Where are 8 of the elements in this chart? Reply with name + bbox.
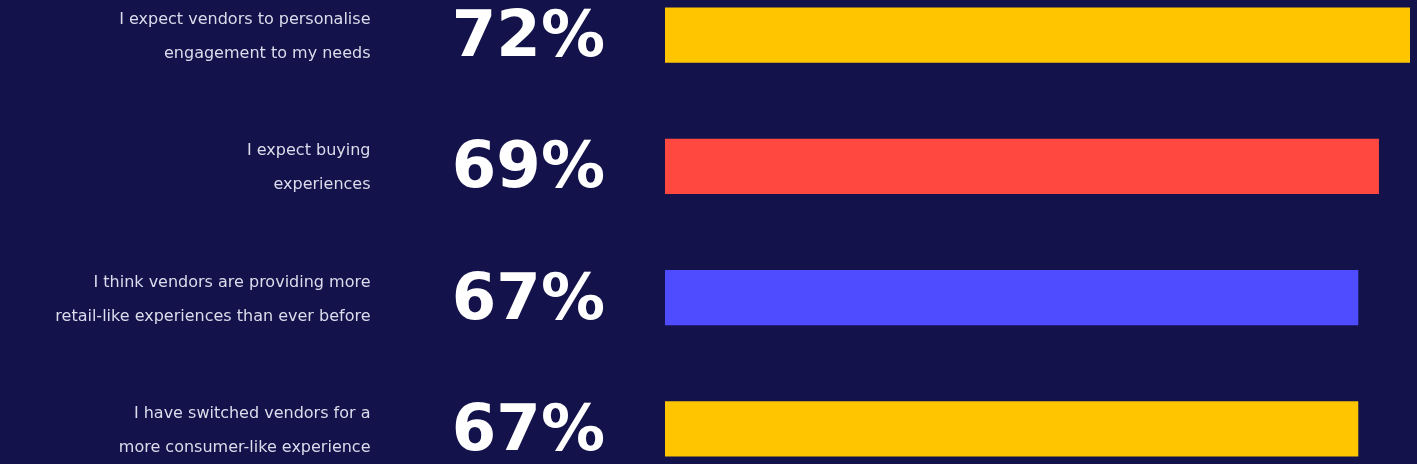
data-label: 72% bbox=[451, 0, 605, 72]
y-tick-label: I have switched vendors for a more consumer-like experience bbox=[118, 402, 371, 456]
data-label: 69% bbox=[451, 128, 605, 203]
data-label: 67% bbox=[451, 259, 605, 334]
y-tick-label: I expect vendors to personalise engagement to my needs bbox=[119, 9, 371, 63]
y-tick-label: I think vendors are providing more retail-like experiences than ever before bbox=[55, 271, 371, 325]
y-tick-label: I expect buying experiences bbox=[247, 140, 371, 194]
data-label: 67% bbox=[451, 390, 605, 464]
